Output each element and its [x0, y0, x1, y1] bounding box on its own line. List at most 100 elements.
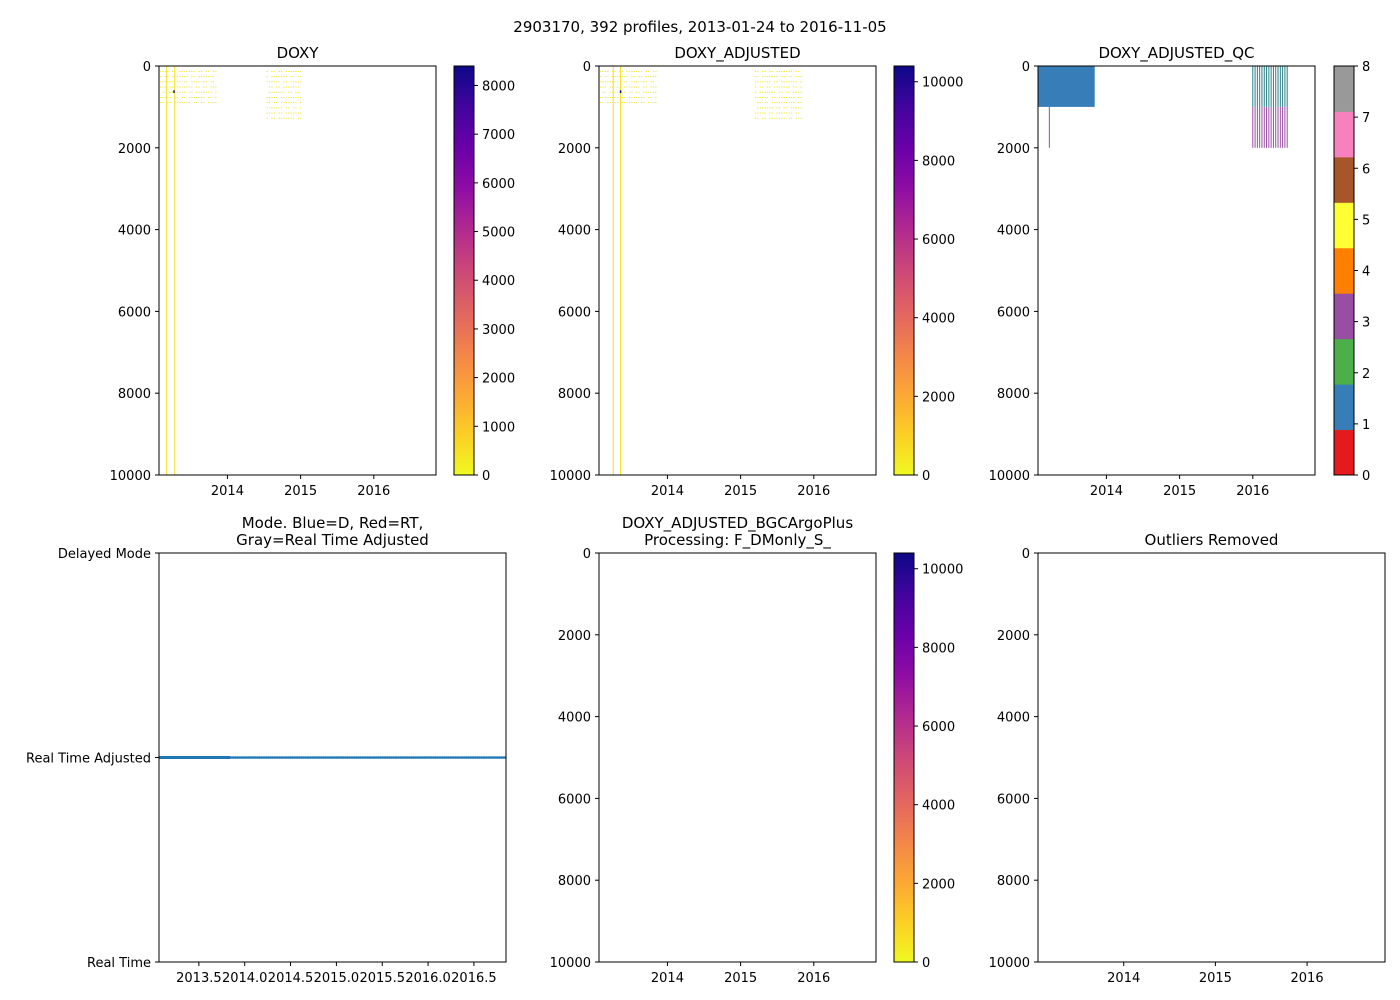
x-tick-label: 2013.5 [176, 971, 222, 986]
panel-title-line: Processing: F_DMonly_S_ [644, 531, 831, 550]
data-cell [604, 81, 607, 83]
data-cell [771, 117, 773, 119]
data-cell [200, 102, 203, 104]
data-cell [769, 71, 771, 72]
data-cell [193, 97, 195, 98]
data-cell [795, 117, 797, 119]
data-cell [179, 81, 181, 83]
data-cell [798, 91, 800, 93]
data-cell [271, 71, 273, 72]
data-cell [643, 97, 645, 98]
mode-point [358, 756, 362, 759]
data-cell [295, 102, 297, 104]
data-cell [616, 76, 619, 78]
data-cell [640, 76, 643, 78]
data-cell [280, 112, 283, 114]
mode-point [408, 756, 412, 759]
data-cell [655, 71, 657, 72]
mode-point [285, 756, 289, 759]
mode-point [373, 756, 377, 759]
data-cell [781, 102, 783, 104]
mode-point [474, 756, 478, 759]
data-cell [297, 81, 299, 83]
data-cell [781, 76, 783, 78]
mode-point [406, 756, 410, 759]
y-tick-label: 10000 [989, 956, 1030, 971]
mode-point [311, 756, 314, 759]
x-tick-label: 2014.5 [268, 971, 314, 986]
data-cell [648, 91, 650, 93]
data-cell [786, 71, 788, 72]
data-cell [795, 112, 797, 114]
data-cell [215, 71, 217, 72]
data-cell [781, 91, 783, 93]
mode-point [395, 756, 399, 759]
mode-point [470, 756, 474, 759]
data-cell [614, 102, 616, 104]
data-cell [754, 76, 757, 78]
data-cell [638, 97, 640, 98]
data-cell [273, 107, 275, 109]
data-cell [781, 97, 783, 98]
data-cell [788, 71, 790, 72]
data-cell [167, 71, 169, 72]
y-tick-label: 4000 [558, 224, 591, 239]
mode-point [402, 756, 406, 759]
panel-title-line: DOXY_ADJUSTED_BGCArgoPlus [622, 514, 853, 533]
y-tick-label: 6000 [997, 305, 1030, 320]
data-cell [196, 102, 198, 104]
mode-point [305, 756, 309, 759]
data-cell [762, 107, 764, 109]
mode-point [412, 756, 415, 759]
data-cell [757, 117, 759, 119]
data-cell [776, 102, 778, 104]
colorbar-tick-label: 1 [1362, 418, 1370, 433]
data-cell [781, 71, 783, 72]
data-cell [203, 86, 205, 88]
data-cell [631, 102, 633, 104]
data-cell [179, 86, 181, 88]
mode-point [457, 756, 461, 759]
y-tick-label: 8000 [558, 874, 591, 889]
mode-point [287, 756, 291, 759]
data-cell [273, 76, 275, 78]
data-cell [786, 112, 788, 114]
data-cell [162, 97, 164, 98]
data-cell [167, 102, 169, 104]
data-cell [273, 91, 275, 93]
data-cell [266, 112, 268, 114]
mode-point [362, 756, 366, 759]
data-cell [285, 117, 287, 119]
data-cell [790, 117, 793, 119]
data-cell [757, 112, 759, 114]
data-cell [186, 86, 188, 88]
data-cell [783, 76, 785, 78]
mode-point [490, 756, 494, 759]
colorbar-frame [893, 65, 915, 476]
data-cell [179, 91, 181, 93]
mode-point [496, 756, 500, 759]
data-cell [188, 71, 191, 72]
x-tick-label: 2016 [357, 484, 390, 499]
data-cell [648, 71, 650, 72]
data-cell [198, 91, 200, 93]
colorbar-segment [1334, 293, 1354, 340]
data-cell [208, 71, 210, 72]
data-cell [297, 117, 299, 119]
data-cell [640, 97, 643, 98]
mode-point [369, 756, 373, 759]
data-cell [626, 86, 628, 88]
data-cell [655, 76, 657, 78]
mode-point [247, 756, 250, 759]
data-cell [285, 81, 287, 83]
mode-point [483, 756, 487, 759]
data-cell [776, 86, 778, 88]
data-cell [212, 71, 215, 72]
data-cell [776, 71, 778, 72]
max-value-point [173, 90, 175, 93]
data-cell [798, 117, 800, 119]
mode-point [234, 756, 237, 759]
y-tick-label: 0 [1022, 60, 1030, 75]
data-cell [778, 71, 781, 72]
mode-point [340, 756, 344, 759]
